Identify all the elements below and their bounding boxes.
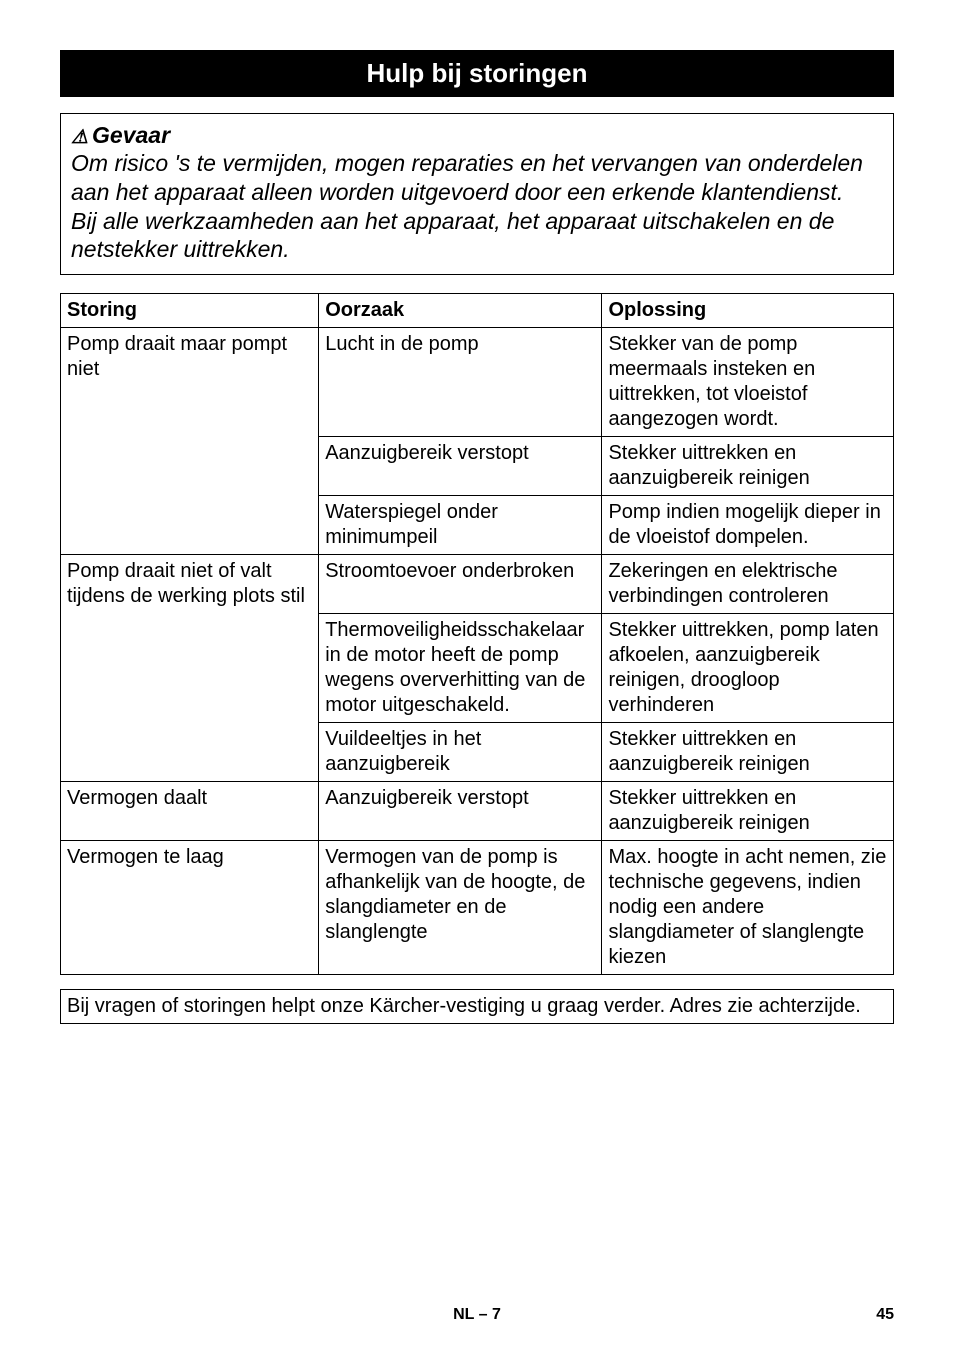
cell-storing: Vermogen te laag — [61, 841, 319, 975]
cell-storing: Vermogen daalt — [61, 782, 319, 841]
cell-oplossing: Stekker uittrekken en aanzuigbereik rein… — [602, 723, 894, 782]
page-number: 45 — [876, 1306, 894, 1324]
page-footer: NL – 7 45 — [60, 1306, 894, 1324]
cell-oorzaak: Lucht in de pomp — [319, 328, 602, 437]
cell-oplossing: Pomp indien mogelijk dieper in de vloeis… — [602, 496, 894, 555]
cell-oorzaak: Waterspiegel onder minimumpeil — [319, 496, 602, 555]
cell-oplossing: Stekker uittrekken en aanzuigbereik rein… — [602, 782, 894, 841]
warning-paragraph-1: Om risico 's te vermijden, mogen reparat… — [71, 149, 883, 207]
footer-note-text: Bij vragen of storingen helpt onze Kärch… — [67, 995, 861, 1017]
cell-storing: Pomp draait maar pompt niet — [61, 328, 319, 555]
cell-oplossing: Stekker uittrekken en aanzuigbereik rein… — [602, 437, 894, 496]
cell-oplossing: Max. hoogte in acht nemen, zie technisch… — [602, 841, 894, 975]
cell-storing: Pomp draait niet of valt tijdens de werk… — [61, 555, 319, 782]
warning-title: ⚠Gevaar — [71, 122, 883, 149]
warning-icon: ⚠ — [71, 127, 88, 148]
table-header-storing: Storing — [61, 294, 319, 328]
cell-oplossing: Zekeringen en elektrische verbindingen c… — [602, 555, 894, 614]
cell-oorzaak: Aanzuigbereik verstopt — [319, 782, 602, 841]
section-header: Hulp bij storingen — [60, 50, 894, 97]
footer-note-box: Bij vragen of storingen helpt onze Kärch… — [60, 989, 894, 1024]
table-row: Pomp draait niet of valt tijdens de werk… — [61, 555, 894, 614]
table-row: Vermogen te laag Vermogen van de pomp is… — [61, 841, 894, 975]
troubleshooting-table: Storing Oorzaak Oplossing Pomp draait ma… — [60, 293, 894, 975]
table-header-oplossing: Oplossing — [602, 294, 894, 328]
table-header-row: Storing Oorzaak Oplossing — [61, 294, 894, 328]
warning-box: ⚠Gevaar Om risico 's te vermijden, mogen… — [60, 113, 894, 275]
table-header-oorzaak: Oorzaak — [319, 294, 602, 328]
cell-oorzaak: Thermoveiligheidsschakelaar in de motor … — [319, 614, 602, 723]
table-row: Pomp draait maar pompt niet Lucht in de … — [61, 328, 894, 437]
cell-oorzaak: Stroomtoevoer onderbroken — [319, 555, 602, 614]
table-row: Vermogen daalt Aanzuigbereik verstopt St… — [61, 782, 894, 841]
cell-oplossing: Stekker van de pomp meermaals insteken e… — [602, 328, 894, 437]
page-footer-label: NL – 7 — [453, 1306, 501, 1324]
cell-oorzaak: Vuildeeltjes in het aanzuigbereik — [319, 723, 602, 782]
cell-oorzaak: Aanzuigbereik verstopt — [319, 437, 602, 496]
warning-paragraph-2: Bij alle werkzaamheden aan het apparaat,… — [71, 207, 883, 265]
cell-oplossing: Stekker uittrekken, pomp laten afkoelen,… — [602, 614, 894, 723]
cell-oorzaak: Vermogen van de pomp is afhankelijk van … — [319, 841, 602, 975]
warning-label: Gevaar — [92, 122, 170, 148]
